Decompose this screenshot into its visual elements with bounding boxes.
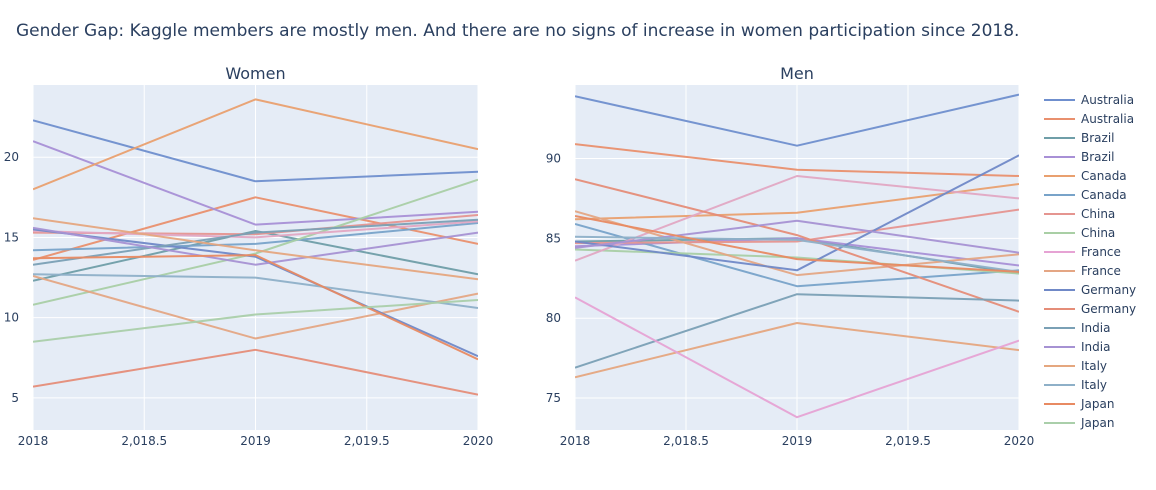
legend-label: Canada <box>1081 169 1127 183</box>
series-line-1 <box>575 143 1019 177</box>
series-line-8 <box>33 220 478 239</box>
legend-label: Canada <box>1081 188 1127 202</box>
legend-item[interactable]: India <box>1044 340 1110 354</box>
series-line-13 <box>33 226 478 266</box>
x-tick-label: 2,019.5 <box>344 434 390 448</box>
legend-item[interactable]: Germany <box>1044 302 1136 316</box>
legend-item[interactable]: China <box>1044 207 1115 221</box>
series-line-5 <box>33 222 478 252</box>
series-line-6 <box>575 208 1019 245</box>
legend-label: China <box>1081 207 1115 221</box>
legend-item[interactable]: Japan <box>1044 397 1114 411</box>
series-line-16 <box>33 254 478 361</box>
legend-label: Australia <box>1081 112 1134 126</box>
legend-item[interactable]: Germany <box>1044 283 1136 297</box>
legend-label: India <box>1081 321 1110 335</box>
legend-item[interactable]: India <box>1044 321 1110 335</box>
legend-item[interactable]: Japan <box>1044 416 1114 430</box>
series-line-12 <box>33 218 478 266</box>
x-tick-label: 2,018.5 <box>121 434 167 448</box>
chart-title: Gender Gap: Kaggle members are mostly me… <box>16 21 1019 41</box>
legend-item[interactable]: Canada <box>1044 188 1127 202</box>
series-line-10 <box>575 154 1019 272</box>
series-line-14 <box>575 322 1019 379</box>
legend-item[interactable]: Brazil <box>1044 131 1115 145</box>
series-group <box>33 98 478 396</box>
series-line-11 <box>575 178 1019 313</box>
legend-label: Italy <box>1081 378 1107 392</box>
y-tick-label: 80 <box>546 311 561 325</box>
x-tick-label: 2019 <box>782 434 813 448</box>
legend-label: France <box>1081 245 1121 259</box>
series-line-7 <box>33 178 478 306</box>
y-tick-label: 5 <box>11 391 19 405</box>
series-line-17 <box>575 296 1019 419</box>
legend-label: Japan <box>1080 416 1114 430</box>
series-line-10 <box>33 228 478 358</box>
y-tick-label: 85 <box>546 231 561 245</box>
x-tick-label: 2018 <box>560 434 591 448</box>
legend-item[interactable]: France <box>1044 264 1121 278</box>
legend-item[interactable]: France <box>1044 245 1121 259</box>
series-line-5 <box>575 223 1019 288</box>
series-line-0 <box>33 119 478 183</box>
legend-label: Australia <box>1081 93 1134 107</box>
series-line-12 <box>575 293 1019 369</box>
legend-label: Italy <box>1081 359 1107 373</box>
legend-label: China <box>1081 226 1115 240</box>
x-tick-label: 2,018.5 <box>663 434 709 448</box>
series-line-4 <box>33 98 478 191</box>
y-tick-label: 10 <box>4 311 19 325</box>
series-line-15 <box>575 235 1019 273</box>
x-tick-label: 2018 <box>18 434 49 448</box>
legend-label: France <box>1081 264 1121 278</box>
panels-layer: 2018 2,018.5 2019 2,019.5 20205101520Women20… <box>4 64 1035 448</box>
legend-item[interactable]: Australia <box>1044 93 1134 107</box>
x-tick-label: 2020 <box>1004 434 1035 448</box>
legend-label: Brazil <box>1081 131 1115 145</box>
x-tick-label: 2019 <box>240 434 271 448</box>
series-line-3 <box>33 140 478 226</box>
x-tick-label: 2020 <box>463 434 494 448</box>
panel-subtitle: Women <box>225 64 285 83</box>
legend-label: Germany <box>1081 302 1136 316</box>
series-line-3 <box>575 237 1019 267</box>
panel-subtitle: Men <box>780 64 814 83</box>
legend-item[interactable]: Brazil <box>1044 150 1115 164</box>
series-line-0 <box>575 93 1019 147</box>
legend-label: Germany <box>1081 283 1136 297</box>
series-line-14 <box>33 217 478 281</box>
series-line-9 <box>33 275 478 340</box>
legend-item[interactable]: Australia <box>1044 112 1134 126</box>
y-tick-label: 90 <box>546 151 561 165</box>
panel-0: 2018 2,018.5 2019 2,019.5 2020 5 10 15 20 Women <box>4 64 494 448</box>
legend: Australia Australia Brazil Brazil Canada Cana… <box>1044 93 1136 430</box>
series-line-11 <box>33 348 478 396</box>
series-line-16 <box>575 215 1019 273</box>
series-line-17 <box>33 299 478 343</box>
y-tick-label: 20 <box>4 150 19 164</box>
y-tick-label: 15 <box>4 230 19 244</box>
series-line-2 <box>33 230 478 282</box>
series-group <box>575 93 1019 419</box>
legend-item[interactable]: Italy <box>1044 359 1107 373</box>
legend-item[interactable]: Italy <box>1044 378 1107 392</box>
panel-1: 2018 2,018.5 2019 2,019.5 2020 75 80 85 90 Men <box>546 64 1035 448</box>
x-tick-label: 2,019.5 <box>885 434 931 448</box>
legend-label: Brazil <box>1081 150 1115 164</box>
legend-item[interactable]: Canada <box>1044 169 1127 183</box>
y-tick-label: 75 <box>546 391 561 405</box>
series-line-13 <box>575 219 1019 254</box>
legend-label: Japan <box>1080 397 1114 411</box>
legend-label: India <box>1081 340 1110 354</box>
legend-item[interactable]: China <box>1044 226 1115 240</box>
series-line-15 <box>33 273 478 309</box>
